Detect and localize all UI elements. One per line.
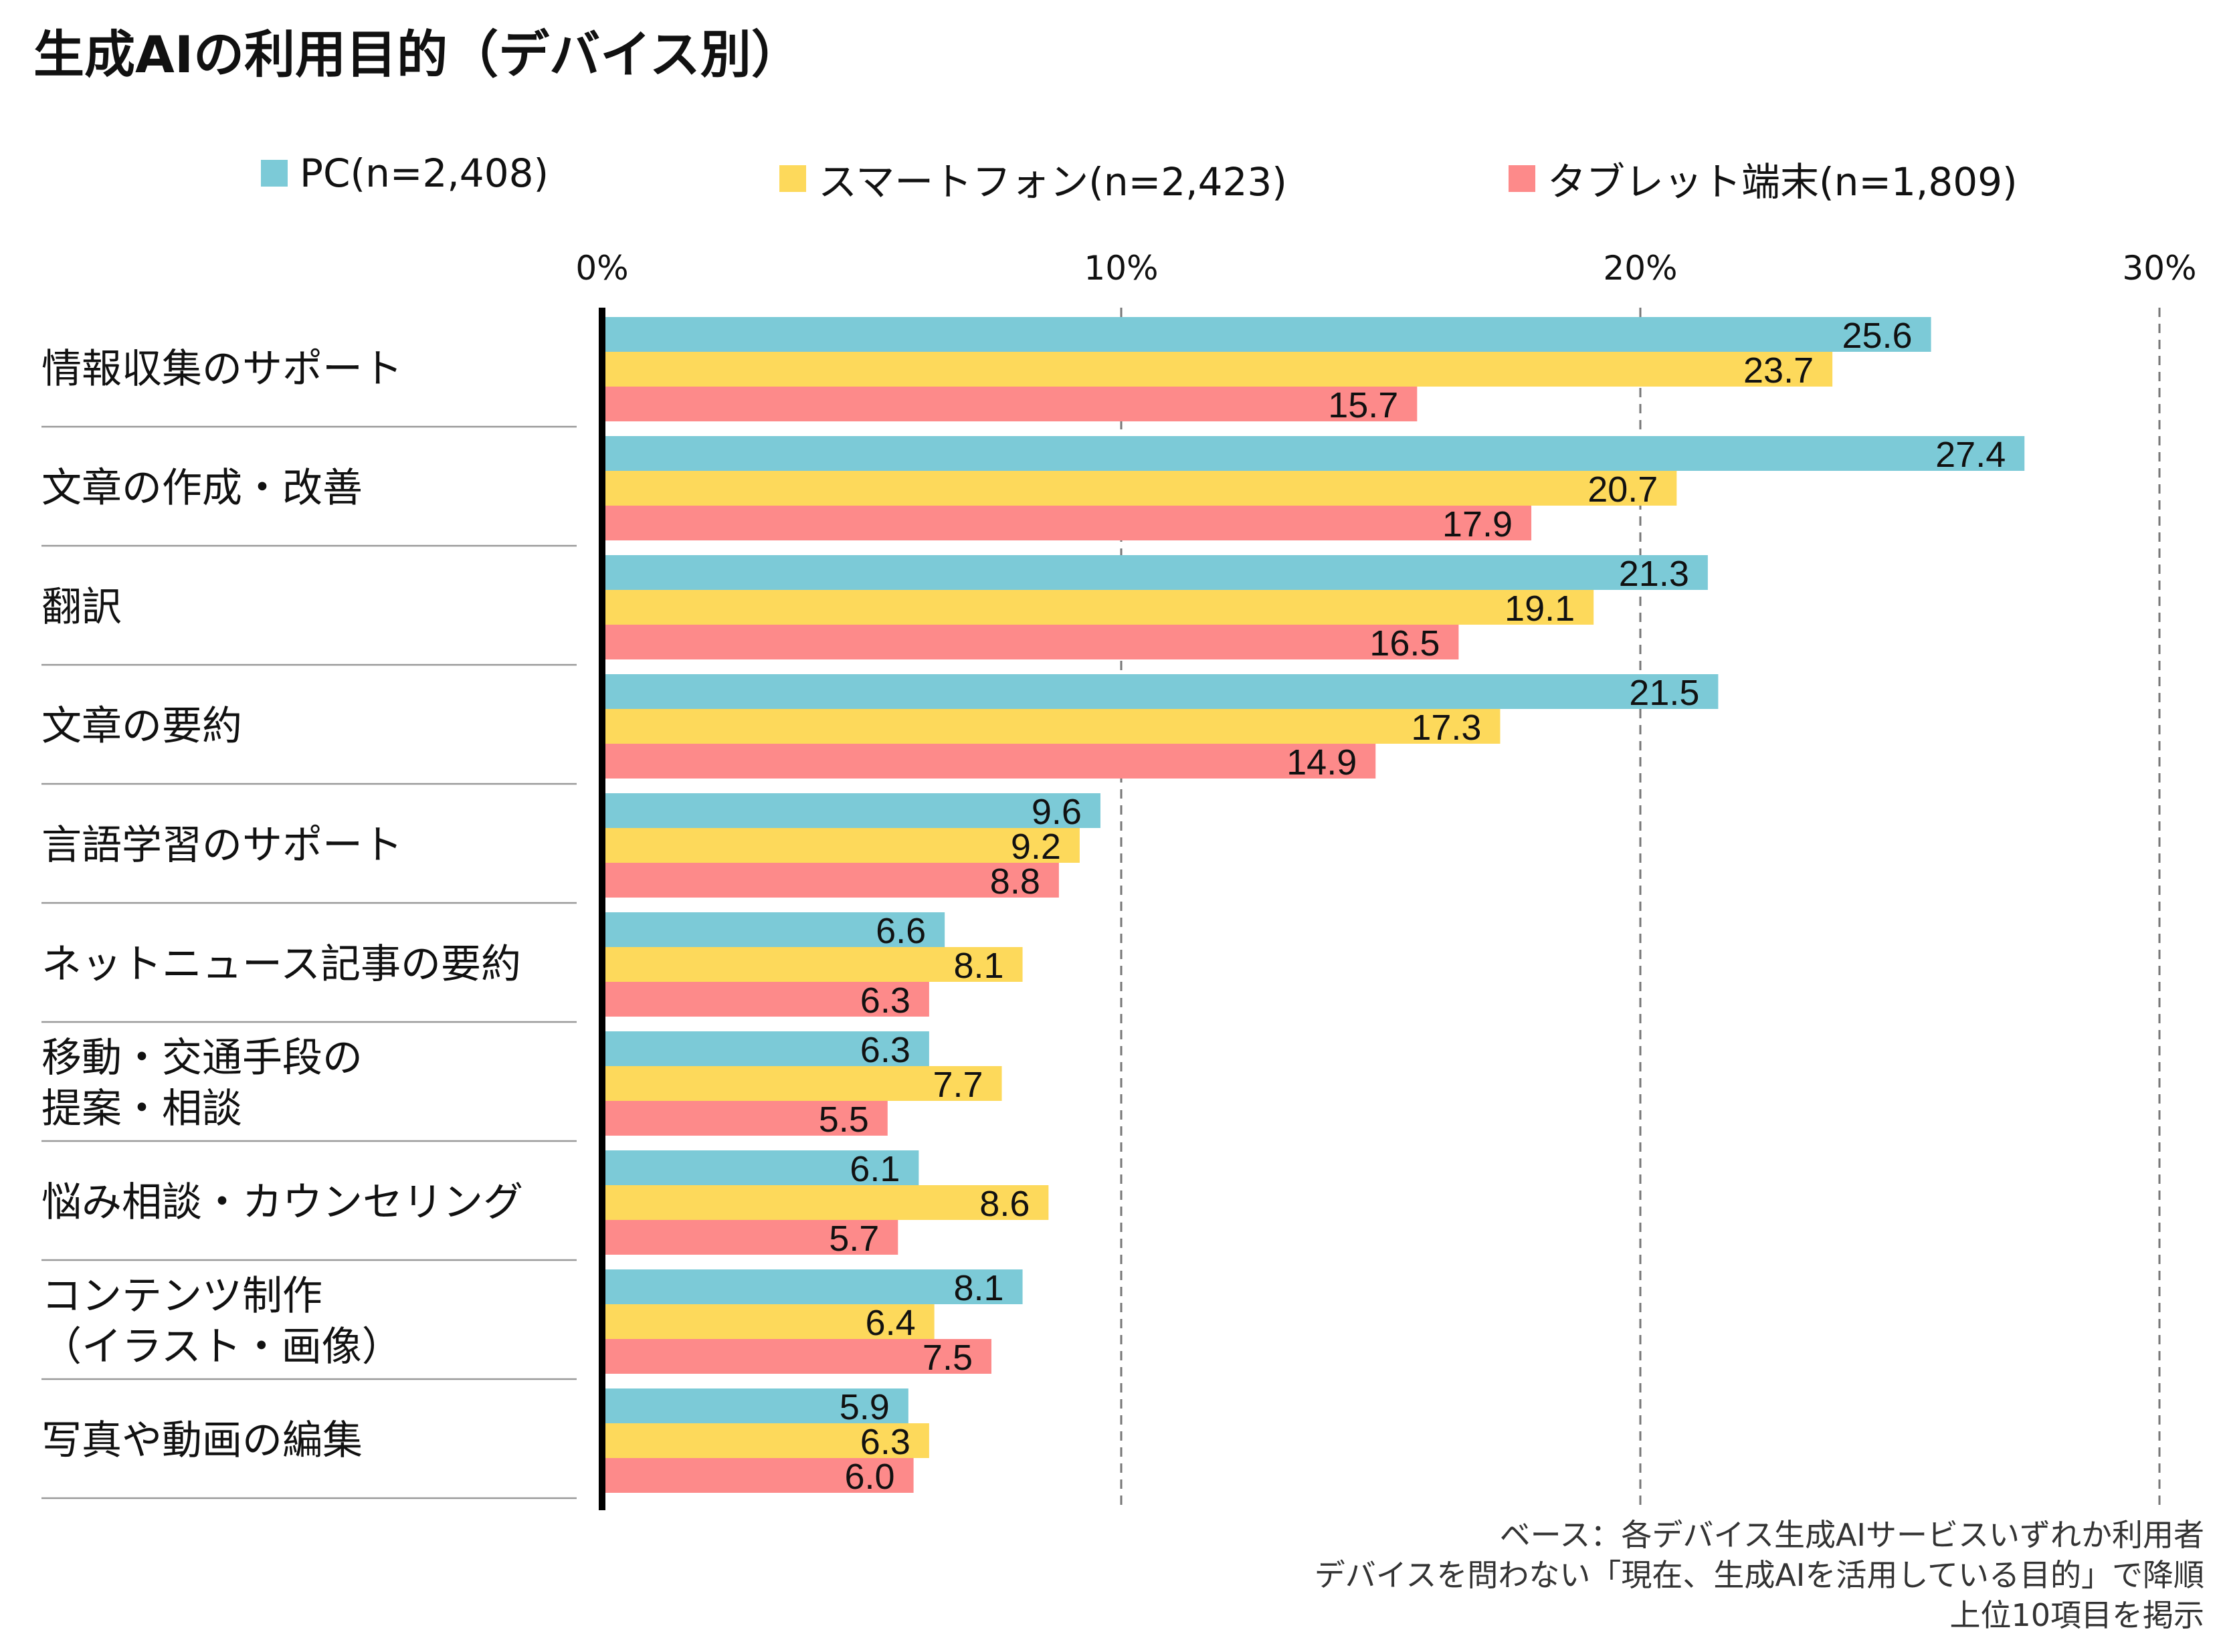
bar: [602, 471, 1677, 506]
data-label: 17.9: [1442, 504, 1513, 544]
data-label: 6.1: [850, 1149, 900, 1189]
bar: [602, 863, 1059, 898]
category-label: 悩み相談・カウンセリング: [41, 1179, 523, 1226]
footnote-base: ベース：各デバイス生成AIサービスいずれか利用者: [1499, 1517, 2204, 1553]
data-label: 5.7: [829, 1219, 879, 1259]
bar: [602, 674, 1719, 709]
legend-item-smartphone: スマートフォン(n=2,423): [779, 150, 1287, 207]
bar: [602, 506, 1532, 540]
data-label: 21.5: [1629, 673, 1699, 713]
data-label: 6.4: [866, 1303, 916, 1343]
data-label: 6.3: [860, 980, 910, 1021]
data-label: 17.3: [1411, 708, 1481, 748]
data-label: 8.1: [953, 946, 1003, 986]
legend-swatch-tablet: [1509, 165, 1535, 192]
bar: [602, 1185, 1049, 1220]
category-label: 文章の要約: [41, 703, 242, 750]
footnote-top10: 上位10項目を掲示: [1949, 1597, 2204, 1633]
data-label: 7.7: [933, 1065, 983, 1105]
legend-item-pc: PC(n=2,408): [261, 150, 549, 196]
data-label: 5.9: [840, 1387, 890, 1427]
category-label: （イラスト・画像）: [41, 1324, 402, 1370]
category-label: 翻訳: [41, 584, 122, 631]
data-label: 8.8: [990, 861, 1040, 902]
x-tick-label: 10%: [1084, 249, 1158, 288]
bar: [602, 317, 1931, 352]
category-label: 文章の作成・改善: [41, 465, 363, 512]
data-label: 19.1: [1505, 589, 1575, 629]
legend-label-tablet: タブレット端末(n=1,809): [1547, 159, 2018, 205]
legend-label-pc: PC(n=2,408): [300, 150, 549, 196]
bar: [602, 1066, 1002, 1101]
data-label: 5.5: [819, 1100, 869, 1140]
bar: [602, 912, 945, 947]
bar: [602, 947, 1023, 982]
bar: [602, 744, 1376, 779]
bar: [602, 387, 1418, 421]
category-label: 言語学習のサポート: [41, 822, 403, 869]
bar: [602, 828, 1080, 863]
data-label: 8.1: [953, 1268, 1003, 1308]
bar: [602, 982, 929, 1017]
bar: [602, 1031, 929, 1066]
x-tick-label: 0%: [575, 249, 628, 288]
legend-swatch-smartphone: [779, 165, 806, 192]
category-label: ネットニュース記事の要約: [41, 941, 521, 988]
bar: [602, 1304, 935, 1339]
data-label: 8.6: [979, 1184, 1030, 1224]
data-label: 16.5: [1369, 623, 1440, 663]
bar: [602, 1220, 898, 1255]
category-label: 移動・交通手段の: [41, 1035, 363, 1081]
data-label: 6.6: [876, 911, 926, 951]
bar: [602, 590, 1594, 625]
category-label: 写真や動画の編集: [41, 1417, 363, 1464]
bar: [602, 625, 1459, 659]
legend-label-smartphone: スマートフォン(n=2,423): [818, 159, 1287, 205]
data-label: 6.3: [860, 1422, 910, 1462]
data-label: 7.5: [923, 1338, 973, 1378]
category-label: コンテンツ制作: [41, 1273, 322, 1320]
chart-title: 生成AIの利用目的（デバイス別）: [33, 25, 802, 84]
category-label: 情報収集のサポート: [41, 346, 403, 393]
bar: [602, 1101, 888, 1136]
bar: [602, 436, 2025, 471]
bar: [602, 1150, 919, 1185]
x-tick-label: 30%: [2122, 249, 2196, 288]
bar: [602, 709, 1501, 744]
data-label: 27.4: [1935, 435, 2006, 475]
bar: [602, 1269, 1023, 1304]
legend: PC(n=2,408) スマートフォン(n=2,423) タブレット端末(n=1…: [0, 150, 2219, 207]
data-label: 9.2: [1011, 827, 1061, 867]
bar: [602, 1388, 908, 1423]
data-label: 15.7: [1328, 385, 1398, 425]
bar: [602, 1458, 914, 1493]
bar: [602, 555, 1708, 590]
data-label: 20.7: [1587, 470, 1658, 510]
legend-item-tablet: タブレット端末(n=1,809): [1509, 150, 2018, 207]
legend-swatch-pc: [261, 160, 288, 187]
bar: [602, 793, 1100, 828]
category-label: 提案・相談: [41, 1086, 242, 1132]
data-label: 23.7: [1743, 350, 1814, 391]
footnotes: ベース：各デバイス生成AIサービスいずれか利用者 デバイスを問わない「現在、生成…: [1315, 1515, 2204, 1635]
data-label: 6.0: [845, 1457, 895, 1497]
footnote-sort: デバイスを問わない「現在、生成AIを活用している目的」で降順: [1314, 1557, 2204, 1593]
data-label: 21.3: [1619, 554, 1689, 594]
bar: [602, 1339, 991, 1374]
bar: [602, 352, 1833, 387]
data-label: 6.3: [860, 1030, 910, 1070]
bar: [602, 1423, 929, 1458]
data-label: 25.6: [1842, 316, 1912, 356]
x-tick-label: 20%: [1603, 249, 1677, 288]
data-label: 9.6: [1032, 792, 1082, 832]
data-label: 14.9: [1286, 742, 1357, 783]
